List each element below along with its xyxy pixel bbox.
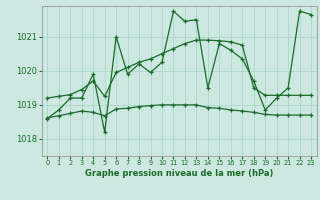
X-axis label: Graphe pression niveau de la mer (hPa): Graphe pression niveau de la mer (hPa) bbox=[85, 169, 273, 178]
